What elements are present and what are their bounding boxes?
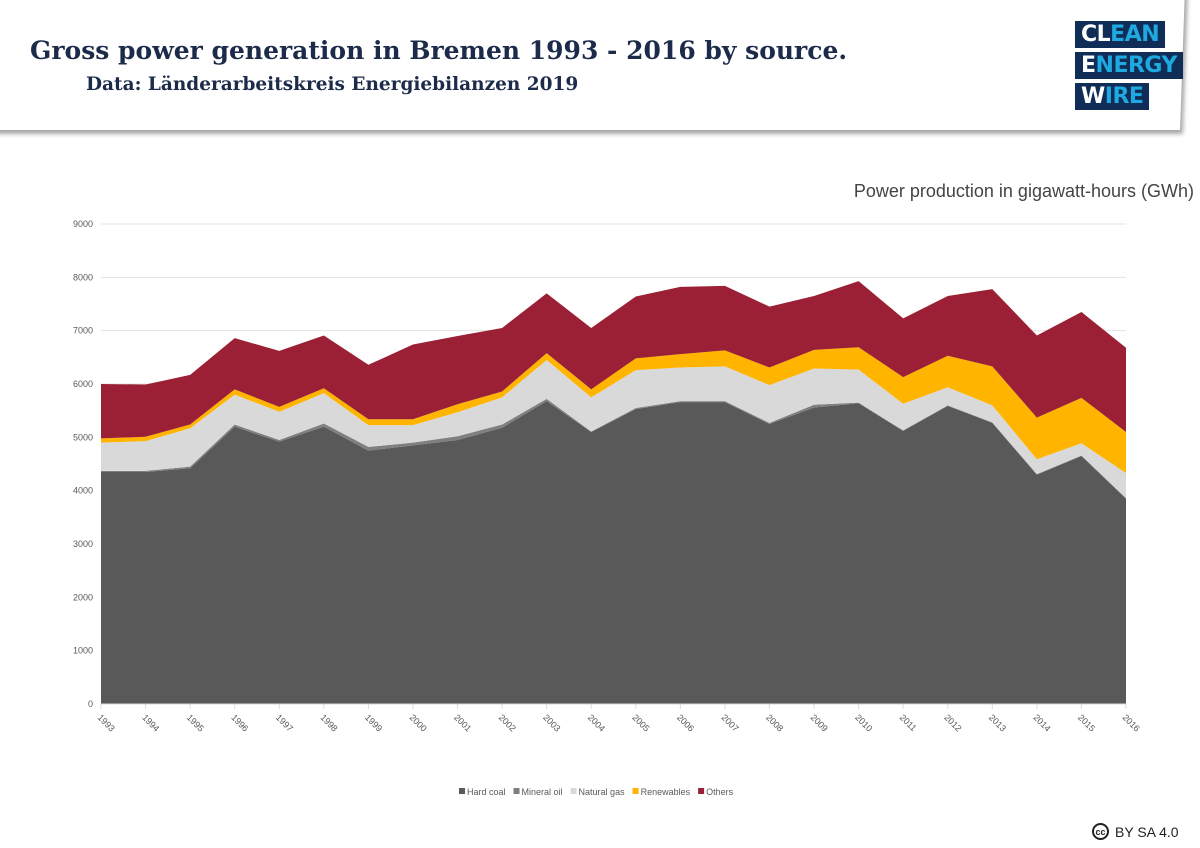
x-tick-label: 2016 [1121,712,1142,733]
x-tick-label: 2010 [853,712,874,733]
x-tick-label: 1994 [140,712,161,733]
y-tick-label: 8000 [73,272,93,282]
x-tick-label: 2004 [586,712,607,733]
license: cc BY SA 4.0 [1092,823,1179,840]
legend-label: Natural gas [579,787,626,797]
y-tick-label: 7000 [73,326,93,336]
y-tick-label: 1000 [73,646,93,656]
x-tick-label: 1993 [96,712,117,733]
x-tick-label: 2008 [764,712,785,733]
x-tick-label: 2005 [630,712,651,733]
y-tick-label: 0 [88,699,93,709]
area-hard-coal [101,401,1126,704]
area-natural-gas [101,360,1126,499]
legend-swatch [459,788,465,794]
clean-energy-wire-logo: CLEAN ENERGY WIRE [1075,21,1183,114]
x-tick-label: 2001 [452,712,473,733]
y-tick-label: 5000 [73,432,93,442]
legend-swatch [632,788,639,794]
x-tick-label: 2007 [719,712,740,733]
y-tick-label: 9000 [73,219,93,229]
x-tick-label: 2003 [541,712,562,733]
y-tick-label: 3000 [73,539,93,549]
x-tick-label: 1995 [185,712,206,733]
y-tick-label: 4000 [73,486,93,496]
area-others [101,281,1126,439]
x-tick-label: 2006 [675,712,696,733]
x-tick-label: 2012 [942,712,963,733]
x-tick-label: 2015 [1076,712,1097,733]
page-subtitle: Data: Länderarbeitskreis Energiebilanzen… [86,74,579,95]
x-tick-label: 2011 [898,712,919,733]
x-tick-label: 2009 [809,712,830,733]
x-tick-label: 2013 [987,712,1008,733]
y-axis-label: Power production in gigawatt-hours (GWh) [853,181,1194,201]
creative-commons-icon: cc [1092,823,1109,840]
license-text: BY SA 4.0 [1115,823,1179,840]
legend-swatch [698,788,705,794]
x-tick-label: 1998 [318,712,339,733]
legend-label: Hard coal [467,787,506,797]
page-title: Gross power generation in Bremen 1993 - … [30,36,848,65]
x-tick-label: 2002 [497,712,518,733]
y-tick-label: 2000 [73,592,93,602]
x-tick-label: 1999 [363,712,384,733]
x-tick-label: 2000 [408,712,429,733]
x-tick-label: 1997 [274,712,295,733]
x-tick-label: 1996 [229,712,250,733]
y-tick-label: 6000 [73,379,93,389]
legend-swatch [513,788,520,794]
x-tick-label: 2014 [1031,712,1052,733]
legend-label: Renewables [641,787,691,797]
legend-swatch [570,788,577,794]
legend-label: Mineral oil [522,787,563,797]
legend-label: Others [706,787,734,797]
